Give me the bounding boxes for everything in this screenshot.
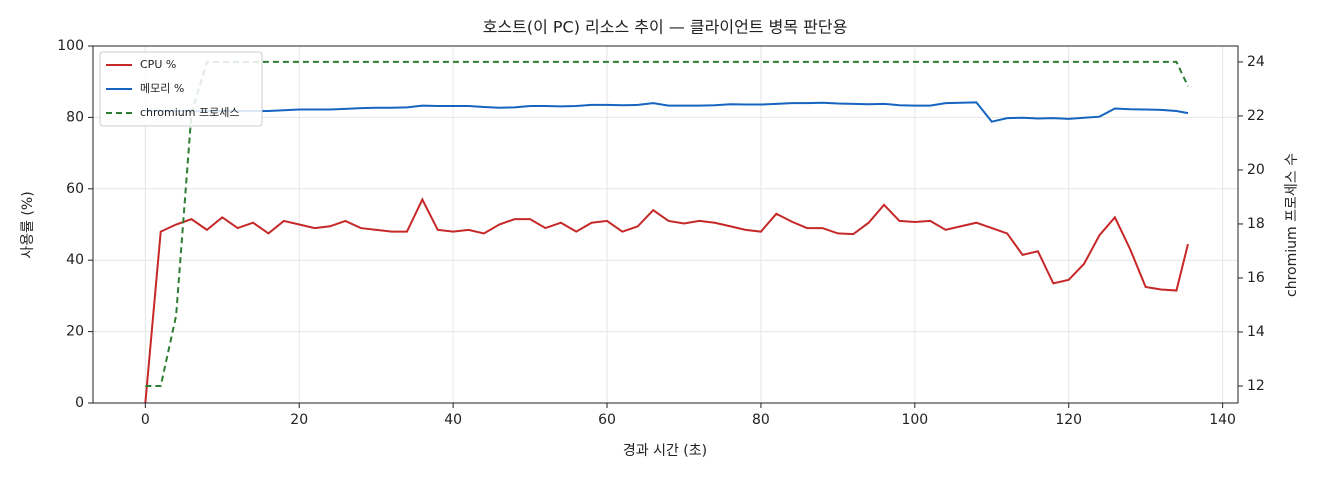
x-tick-label: 60 bbox=[598, 412, 616, 428]
x-tick-label: 20 bbox=[290, 412, 308, 428]
y2-tick-label: 22 bbox=[1247, 108, 1265, 124]
y2-tick-label: 16 bbox=[1247, 270, 1265, 286]
y-tick-label: 40 bbox=[66, 252, 84, 268]
y2-tick-label: 20 bbox=[1247, 162, 1265, 178]
y2-tick-label: 14 bbox=[1247, 324, 1265, 340]
y2-tick-label: 12 bbox=[1247, 378, 1265, 394]
x-axis-label: 경과 시간 (초) bbox=[623, 443, 707, 459]
y-tick-label: 20 bbox=[66, 324, 84, 340]
y-tick-label: 100 bbox=[57, 38, 84, 54]
x-tick-label: 120 bbox=[1055, 412, 1082, 428]
y-tick-label: 0 bbox=[75, 395, 84, 411]
legend-label: CPU % bbox=[140, 58, 176, 71]
x-tick-label: 0 bbox=[141, 412, 150, 428]
series-line bbox=[145, 101, 1189, 123]
x-tick-label: 140 bbox=[1209, 412, 1236, 428]
legend: CPU % 메모리 % chromium 프로세스 bbox=[99, 51, 263, 127]
y2-tick-label: 24 bbox=[1247, 54, 1265, 70]
series-line bbox=[144, 197, 1189, 404]
y2-axis-label: chromium 프로세스 수 bbox=[1284, 153, 1300, 297]
legend-box bbox=[99, 51, 263, 127]
y-axis-label: 사용률 (%) bbox=[20, 191, 36, 258]
x-tick-label: 100 bbox=[901, 412, 928, 428]
y-tick-label: 80 bbox=[66, 109, 84, 125]
chart-title: 호스트(이 PC) 리소스 추이 — 클라이언트 병목 판단용 bbox=[483, 18, 848, 37]
series-line bbox=[145, 60, 1189, 387]
x-tick-label: 80 bbox=[752, 412, 770, 428]
legend-label: chromium 프로세스 bbox=[140, 106, 239, 119]
legend-label: 메모리 % bbox=[140, 82, 184, 95]
y-tick-label: 60 bbox=[66, 181, 84, 197]
y2-tick-label: 18 bbox=[1247, 216, 1265, 232]
plot-frame bbox=[92, 45, 1239, 404]
x-tick-label: 40 bbox=[444, 412, 462, 428]
